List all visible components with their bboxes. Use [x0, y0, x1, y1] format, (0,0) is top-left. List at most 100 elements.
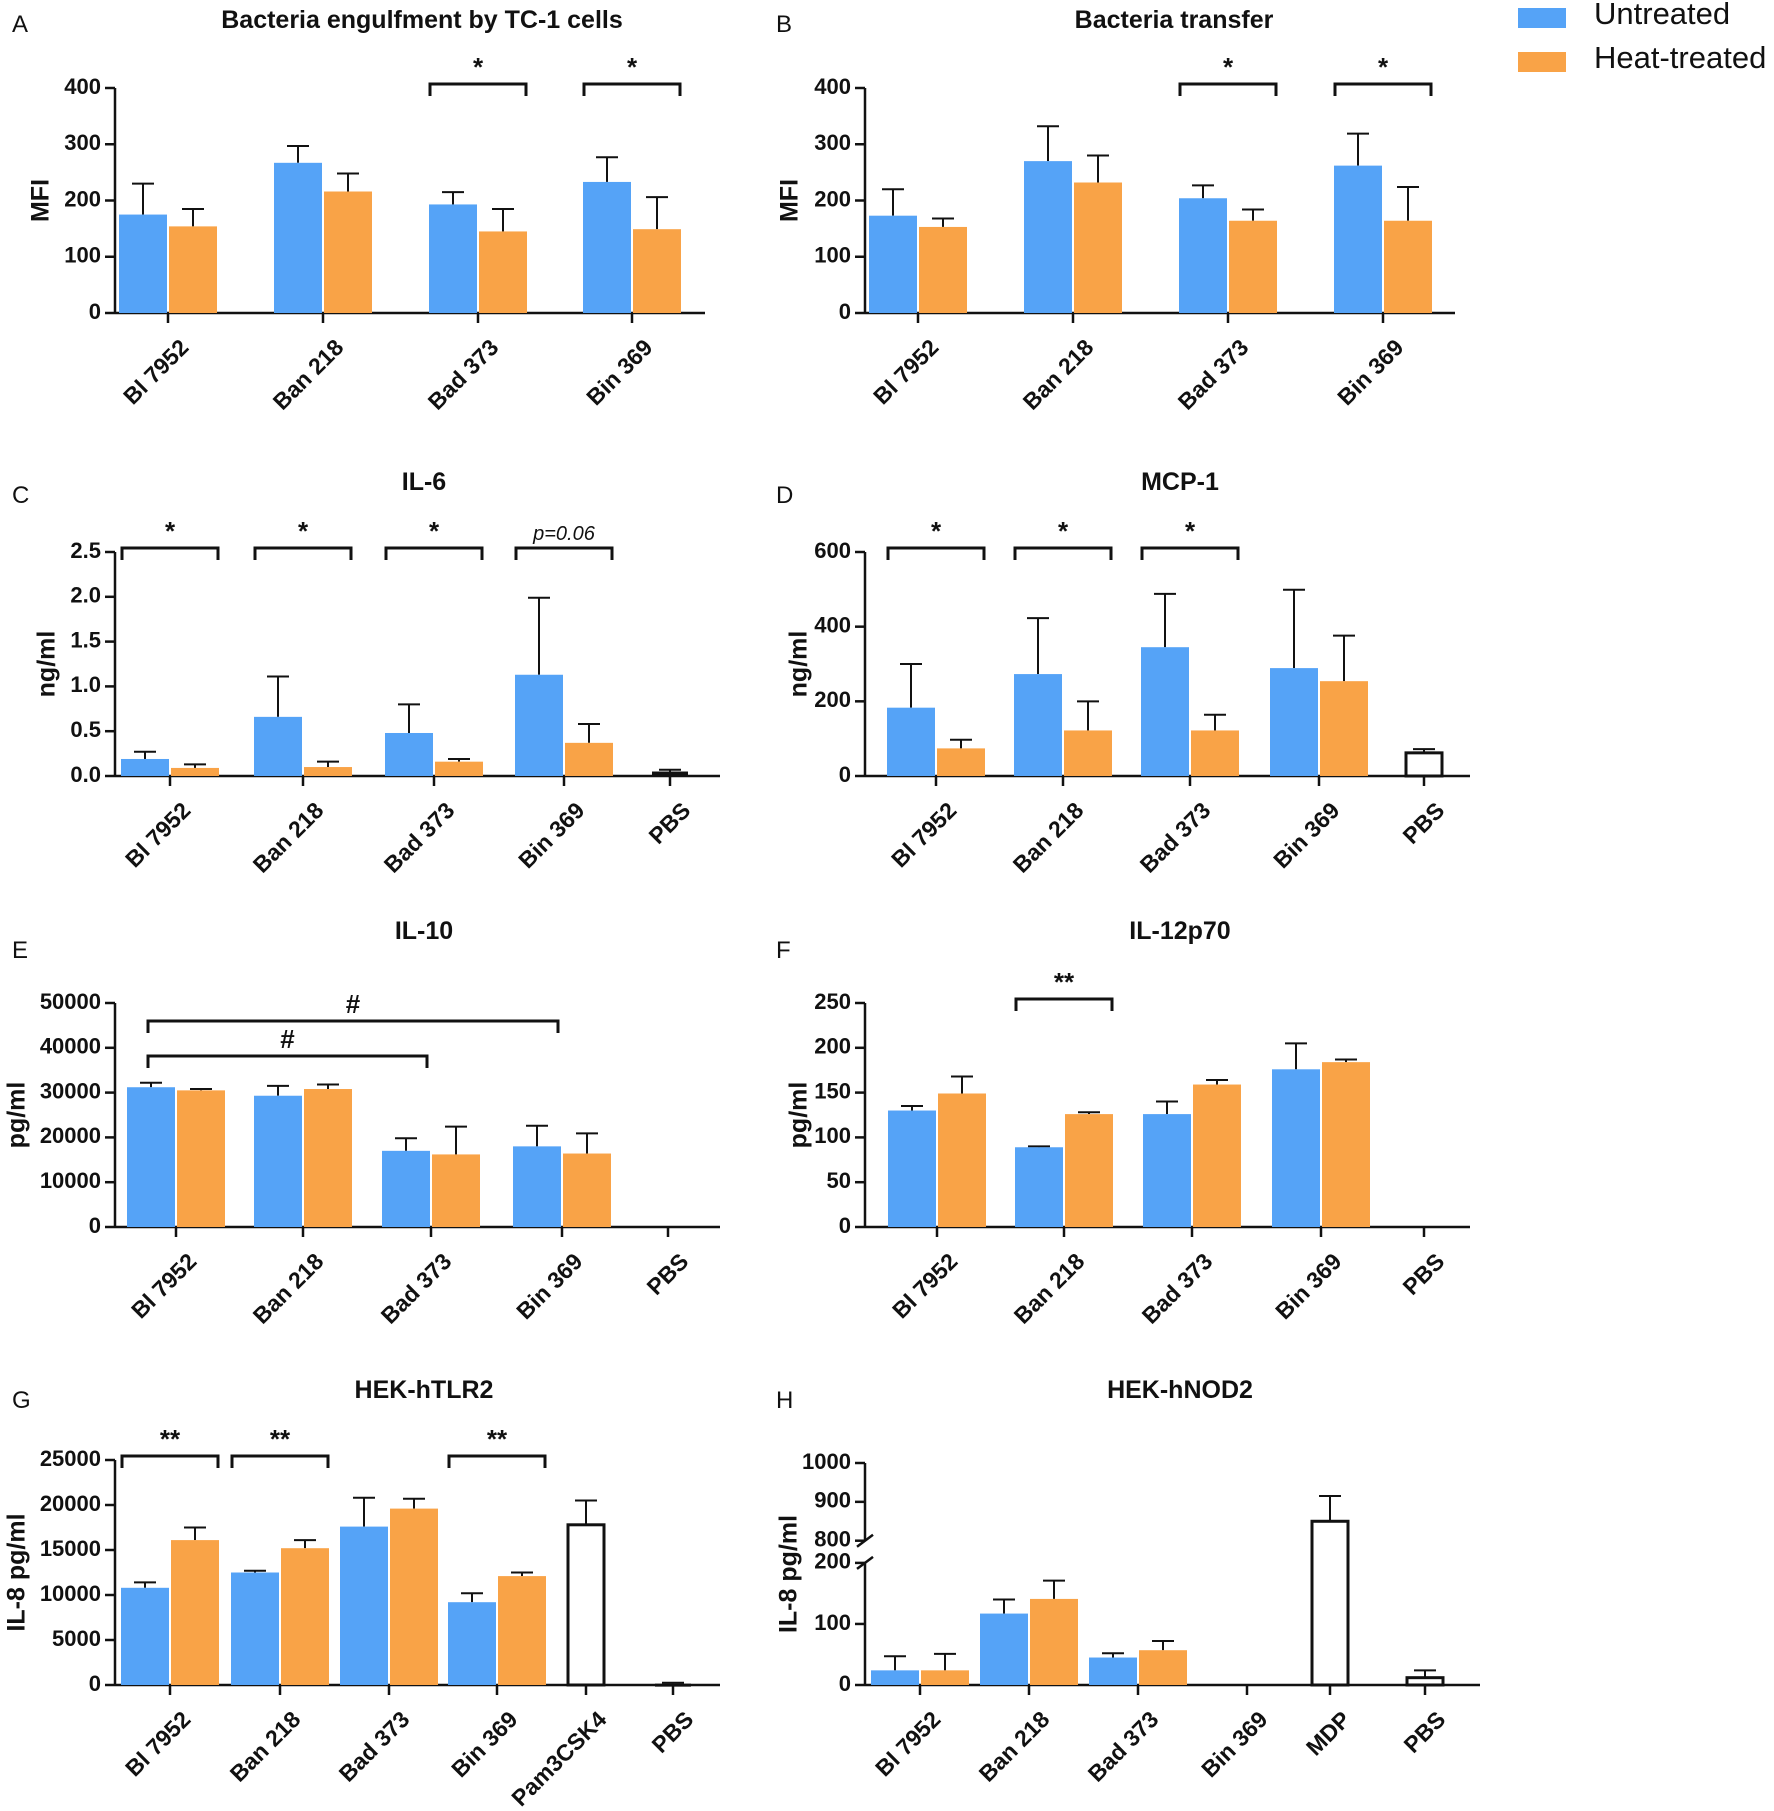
panel-b-title: Bacteria transfer	[1075, 6, 1274, 34]
panel-b-category-label: Ban 218	[1018, 334, 1099, 415]
panel-g-bar-untreated	[231, 1572, 279, 1685]
panel-f-bar-untreated	[1015, 1147, 1063, 1227]
panel-d-control-bar	[1404, 751, 1444, 778]
panel-b-bar-heat-treated	[919, 226, 967, 313]
panel-e-ylabel: pg/ml	[3, 1082, 31, 1149]
panel-a-significance-bracket	[428, 82, 528, 96]
panel-c-bar-untreated	[515, 674, 563, 776]
panel-d-category-label: Bin 369	[1268, 797, 1344, 873]
panel-d-significance-bracket	[1140, 546, 1240, 560]
panel-c-category-label: PBS	[644, 797, 696, 849]
panel-a-bar-heat-treated	[633, 229, 681, 313]
panel-e-bar-heat-treated	[432, 1154, 480, 1227]
panel-e-bar-untreated	[382, 1150, 430, 1227]
panel-d-significance-label: *	[1058, 516, 1069, 546]
panel-a: A Bacteria engulfment by TC-1 cells MFI 0 10…	[12, 6, 705, 415]
panel-a-category-label: Ban 218	[268, 334, 349, 415]
panel-f-category-label: PBS	[1398, 1248, 1450, 1300]
panel-c-bar-untreated	[121, 758, 169, 776]
panel-f-category-label: Bad 373	[1137, 1248, 1218, 1329]
panel-d-bar-heat-treated	[1064, 730, 1112, 776]
panel-d-category-label: Bad 373	[1135, 797, 1216, 878]
panel-d-ytick-label: 400	[814, 612, 851, 637]
panel-a-bar-untreated	[583, 181, 631, 313]
panel-g-bar-heat-treated	[390, 1508, 438, 1685]
legend-label-untreated: Untreated	[1594, 0, 1731, 31]
panel-c-ytick-label: 0.0	[70, 762, 101, 787]
panel-g-title: HEK-hTLR2	[355, 1376, 494, 1404]
panel-d-category-label: Bl 7952	[886, 797, 961, 872]
panel-e-bar-heat-treated	[177, 1090, 225, 1227]
panel-h-bar-heat-treated	[1030, 1598, 1078, 1685]
panel-g-ytick-label: 0	[89, 1671, 101, 1696]
panel-a-category-label: Bin 369	[581, 334, 657, 410]
panel-c-letter: C	[12, 482, 29, 509]
panel-b-bar-untreated	[1179, 198, 1227, 313]
panel-b-significance-bracket	[1333, 82, 1433, 96]
panel-a-letter: A	[12, 11, 28, 38]
panel-b-ytick-label: 400	[814, 74, 851, 99]
panel-e-ytick-label: 0	[89, 1213, 101, 1238]
panel-h-title: HEK-hNOD2	[1107, 1376, 1253, 1404]
panel-b-bar-untreated	[1024, 161, 1072, 313]
panel-c-ytick-label: 0.5	[70, 717, 101, 742]
panel-f-bar-untreated	[1272, 1069, 1320, 1227]
panel-h-letter: H	[776, 1387, 793, 1414]
panel-h-ytick-label: 800	[814, 1527, 851, 1552]
panel-f-bar-heat-treated	[1065, 1114, 1113, 1227]
panel-h-ytick-label: 0	[839, 1671, 851, 1696]
panel-h-category-label: Bin 369	[1196, 1706, 1272, 1782]
panel-g-category-label: Ban 218	[225, 1706, 306, 1787]
panel-h-bar-untreated	[871, 1670, 919, 1685]
panel-d-category-label: Ban 218	[1008, 797, 1089, 878]
panel-g-category-label: Bad 373	[334, 1706, 415, 1787]
panel-b-category-label: Bin 369	[1332, 334, 1408, 410]
panel-c-title: IL-6	[402, 468, 446, 496]
panel-e-ytick-label: 40000	[40, 1034, 101, 1059]
panel-c-category-label: Ban 218	[248, 797, 329, 878]
panel-g-ytick-label: 5000	[52, 1626, 101, 1651]
panel-b-bar-heat-treated	[1074, 182, 1122, 313]
panel-c-bar-heat-treated	[565, 742, 613, 776]
panel-d-significance-label: *	[1185, 516, 1196, 546]
panel-f-ytick-label: 50	[827, 1168, 851, 1193]
panel-f-letter: F	[776, 937, 791, 964]
panel-d-bar-untreated	[1141, 647, 1189, 776]
panel-f-ytick-label: 0	[839, 1213, 851, 1238]
panel-c-significance-label: *	[429, 516, 440, 546]
panel-g-bar-untreated	[448, 1602, 496, 1685]
panel-d-ylabel: ng/ml	[785, 631, 813, 698]
panel-g-control-bar	[655, 1683, 691, 1687]
panel-e-category-label: Bin 369	[511, 1248, 587, 1324]
panel-c-ytick-label: 2.0	[70, 583, 101, 608]
panel-a-bar-untreated	[429, 204, 477, 313]
panel-d-category-label: PBS	[1398, 797, 1450, 849]
panel-h-ylabel: IL-8 pg/ml	[775, 1515, 803, 1633]
panel-d-significance-bracket	[886, 546, 986, 560]
panel-e-title: IL-10	[395, 917, 453, 945]
panel-f-category-label: Bl 7952	[887, 1248, 962, 1323]
panel-e-bar-heat-treated	[304, 1089, 352, 1227]
panel-g-ytick-label: 10000	[40, 1581, 101, 1606]
panel-b-bar-untreated	[869, 215, 917, 313]
panel-g-category-label: Bin 369	[446, 1706, 522, 1782]
panel-e-category-label: PBS	[642, 1248, 694, 1300]
panel-d-bar-untreated	[1014, 674, 1062, 776]
panel-h-bar-untreated	[1089, 1657, 1137, 1685]
panel-d-bar-untreated	[887, 707, 935, 776]
panel-d-letter: D	[776, 482, 793, 509]
panel-d-significance-label: *	[931, 516, 942, 546]
panel-e-bar-untreated	[513, 1146, 561, 1227]
panel-b: B Bacteria transfer MFI 0 100 200 300 400 Bl 795…	[776, 6, 1455, 415]
panel-a-ylabel: MFI	[27, 179, 55, 222]
panel-c-control-bar	[652, 771, 688, 776]
panel-g-bar-heat-treated	[171, 1540, 219, 1685]
panel-h-ytick-label: 100	[814, 1610, 851, 1635]
panel-a-category-label: Bad 373	[423, 334, 504, 415]
panel-f-ytick-label: 250	[814, 989, 851, 1014]
panel-d-significance-bracket	[1013, 546, 1113, 560]
panel-f-category-label: Ban 218	[1009, 1248, 1090, 1329]
panel-b-bar-untreated	[1334, 165, 1382, 313]
panel-f-ytick-label: 200	[814, 1034, 851, 1059]
panel-g-category-label: Bl 7952	[120, 1706, 195, 1781]
